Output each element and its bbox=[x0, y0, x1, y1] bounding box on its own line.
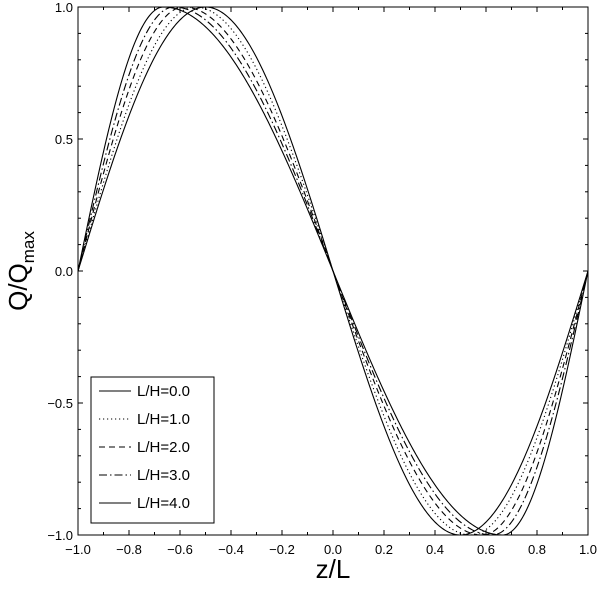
y-axis-title-main: Q/Q bbox=[3, 263, 33, 311]
x-tick-label: 1.0 bbox=[579, 542, 597, 557]
x-axis-title: z/L bbox=[316, 554, 351, 584]
x-tick-label: 0.6 bbox=[477, 542, 495, 557]
legend-label: L/H=2.0 bbox=[137, 439, 190, 456]
y-tick-label: 1.0 bbox=[55, 0, 73, 15]
y-axis-title: Q/Qmax bbox=[3, 231, 38, 311]
x-tick-label: −1.0 bbox=[65, 542, 91, 557]
y-tick-label: −0.5 bbox=[47, 396, 73, 411]
y-tick-label: 0.0 bbox=[55, 264, 73, 279]
y-tick-labels: −1.0 −0.5 0.0 0.5 1.0 bbox=[47, 0, 73, 543]
y-axis-title-sub: max bbox=[19, 231, 38, 264]
y-tick-label: 0.5 bbox=[55, 132, 73, 147]
legend-items: L/H=0.0 L/H=1.0 L/H=2.0 L/H=3.0 L/H=4.0 bbox=[99, 383, 190, 512]
x-tick-label: 0.4 bbox=[426, 542, 444, 557]
legend: L/H=0.0 L/H=1.0 L/H=2.0 L/H=3.0 L/H=4.0 bbox=[90, 376, 215, 524]
x-tick-label: 0.0 bbox=[324, 542, 342, 557]
x-tick-label: −0.8 bbox=[116, 542, 142, 557]
legend-label: L/H=0.0 bbox=[137, 383, 190, 400]
x-tick-label: −0.2 bbox=[269, 542, 295, 557]
series-line-4 bbox=[77, 6, 589, 536]
x-tick-label: 0.8 bbox=[528, 542, 546, 557]
series-layer bbox=[77, 6, 589, 536]
legend-label: L/H=3.0 bbox=[137, 467, 190, 484]
x-tick-labels: −1.0 −0.8 −0.6 −0.4 −0.2 0.0 0.2 0.4 0.6 0.8 1.0 bbox=[65, 542, 597, 557]
legend-label: L/H=1.0 bbox=[137, 411, 190, 428]
legend-label: L/H=4.0 bbox=[137, 495, 190, 512]
y-tick-label: −1.0 bbox=[47, 528, 73, 543]
x-tick-label: −0.6 bbox=[167, 542, 193, 557]
x-tick-label: 0.2 bbox=[375, 542, 393, 557]
legend-box bbox=[90, 376, 215, 524]
ticks-layer bbox=[77, 6, 589, 536]
x-tick-label: −0.4 bbox=[218, 542, 244, 557]
